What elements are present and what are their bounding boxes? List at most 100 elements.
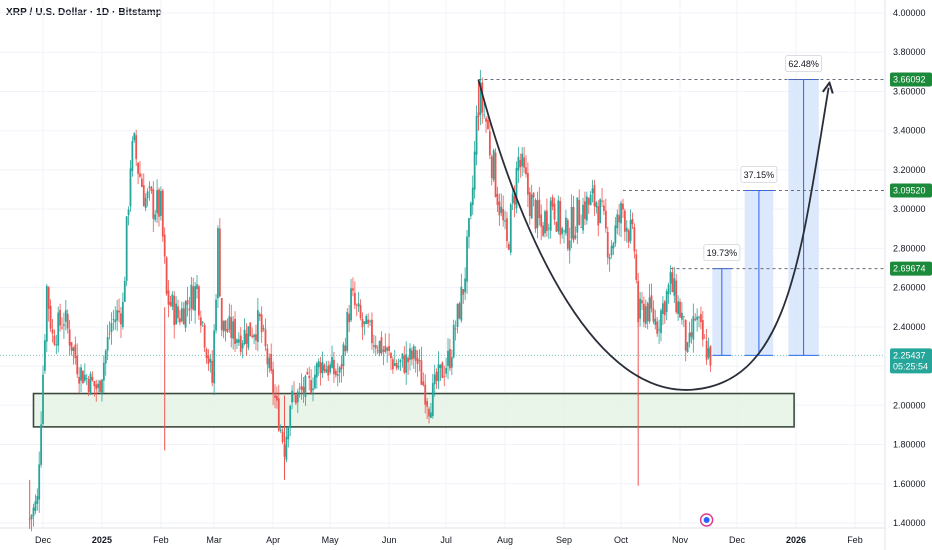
candle-body: [568, 240, 571, 251]
candle-body: [213, 330, 216, 384]
candle-body: [608, 257, 611, 260]
candle-body: [610, 245, 613, 256]
candle-body: [460, 286, 463, 321]
target-price-tag: [890, 183, 932, 198]
candle-body: [616, 214, 619, 229]
candle-body: [589, 194, 592, 206]
candle-body: [116, 310, 119, 321]
candle-body: [371, 319, 373, 344]
candle-body: [540, 214, 543, 227]
candle-body: [40, 424, 42, 465]
candle-body: [591, 188, 594, 194]
candle-body: [123, 280, 126, 302]
time-tick-label: Feb: [153, 535, 169, 545]
time-tick-label: 2025: [92, 535, 112, 545]
support-zone[interactable]: [32, 392, 795, 428]
candle-body: [604, 210, 607, 229]
candle-body: [329, 364, 332, 373]
candle-body: [603, 205, 605, 211]
candle-body: [620, 202, 622, 224]
candle-body: [414, 349, 417, 361]
candle-body: [76, 355, 79, 375]
candle-body: [698, 317, 700, 318]
candle-body: [135, 135, 138, 160]
candle-body: [226, 329, 229, 333]
candle-body: [201, 322, 204, 323]
candle-body: [544, 211, 546, 234]
candle-body: [369, 320, 371, 322]
candle-body: [317, 361, 320, 368]
candle-body: [167, 290, 170, 305]
candle-body: [285, 436, 288, 460]
candle-body: [667, 284, 670, 295]
candle-body: [114, 319, 117, 323]
candle-body: [395, 362, 398, 369]
candle-body: [258, 313, 261, 317]
event-marker-dot: [703, 517, 710, 523]
candle-body: [78, 376, 81, 384]
candle-body: [51, 329, 54, 334]
candle-body: [481, 82, 484, 113]
candle-body: [97, 383, 100, 388]
candle-body: [314, 374, 316, 389]
candle-body: [599, 199, 602, 224]
candle-body: [593, 184, 596, 207]
candle-body: [165, 257, 168, 294]
target-label-box: [703, 244, 741, 262]
target-price-tag: [890, 261, 932, 276]
candle-body: [661, 303, 664, 314]
candle-body: [144, 197, 147, 208]
candle-body: [384, 345, 387, 353]
candle-body: [660, 310, 662, 334]
candle-body: [175, 303, 178, 325]
candle-body: [308, 375, 311, 378]
candle-body: [707, 348, 710, 358]
candle-body: [656, 321, 659, 334]
cup-curve-arrow[interactable]: [477, 79, 828, 391]
candle-body: [703, 337, 706, 339]
candle-body: [701, 320, 704, 340]
candle-body: [64, 310, 67, 322]
price-tick-label: 4.00000: [893, 8, 926, 18]
candle-body: [173, 295, 176, 326]
candle-body: [468, 218, 470, 237]
candle-body: [38, 464, 41, 500]
target-label-box: [740, 166, 778, 183]
candle-body: [555, 221, 558, 232]
candle-body: [538, 199, 541, 218]
candle-body: [93, 380, 96, 387]
candle-body: [70, 342, 73, 351]
candle-body: [452, 324, 455, 358]
time-tick-label: 2026: [786, 535, 806, 545]
candle-body: [424, 384, 427, 405]
candle-body: [542, 225, 544, 236]
candle-body: [485, 118, 487, 122]
candle-body: [232, 321, 235, 339]
candle-body: [179, 318, 181, 323]
candle-body: [570, 206, 573, 239]
candle-body: [454, 328, 457, 330]
candle-body: [82, 371, 84, 384]
candle-body: [243, 329, 246, 345]
candle-body: [49, 305, 52, 329]
candle-body: [247, 326, 250, 348]
candle-body: [230, 317, 233, 338]
candle-body: [274, 395, 276, 398]
candle-body: [650, 295, 653, 309]
candle-body: [45, 286, 48, 342]
candle-body: [198, 286, 200, 316]
candle-body: [293, 393, 295, 395]
candle-body: [156, 190, 158, 214]
candle-body: [125, 216, 128, 281]
candle-body: [418, 360, 421, 362]
candle-body: [57, 312, 60, 346]
candle-body: [671, 272, 674, 292]
candle-body: [566, 220, 569, 249]
candle-body: [120, 313, 122, 325]
candle-body: [234, 319, 236, 344]
candle-body: [654, 318, 657, 325]
candle-body: [391, 359, 394, 370]
candle-body: [546, 210, 548, 231]
candle-body: [431, 383, 434, 416]
